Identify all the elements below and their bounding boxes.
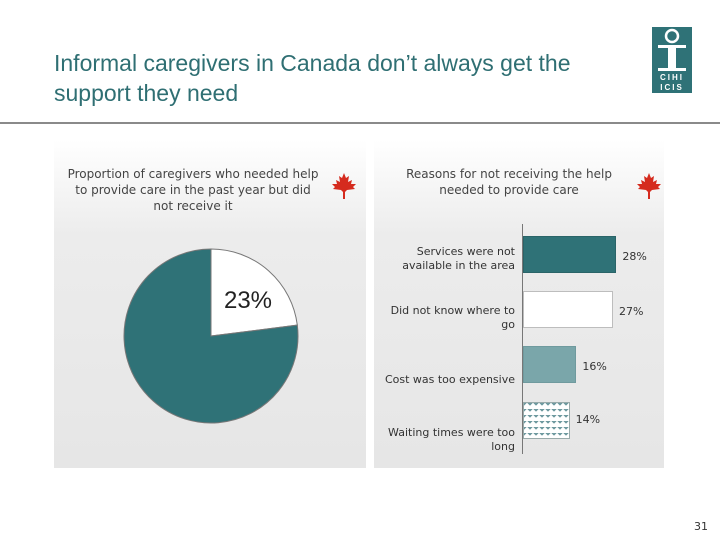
slide-title: Informal caregivers in Canada don’t alwa… [54,50,571,106]
logo-text-top: CIHI [660,73,684,82]
pie-slice [210,248,298,337]
bar [523,236,617,273]
bar [523,402,570,439]
bar-value-label: 28% [622,250,647,263]
bar-category-label: Waiting times were too long [388,426,515,453]
bar-category-label: Did not know where to go [390,304,515,331]
bar-category-label: Services were not available in the area [402,245,515,272]
page-number: 31 [694,520,708,533]
bar [523,346,577,383]
pie-chart: 23% [123,248,299,424]
bar [523,291,613,328]
bar-panel [374,140,664,468]
maple-leaf-icon [637,173,661,199]
cihi-logo: CIHI ICIS [652,27,692,93]
bar-value-label: 16% [582,360,607,373]
bar-category-label: Cost was too expensive [384,373,515,386]
maple-leaf-icon [332,173,356,199]
pie-slice [123,248,299,424]
pie-chart-title: Proportion of caregivers who needed help… [67,167,319,213]
bar-value-label: 27% [619,305,644,318]
pie-slice-label: 23% [224,287,272,314]
bar-chart-title: Reasons for not receiving the help neede… [406,167,612,197]
title-divider [0,122,720,124]
bar-axis-line [522,224,523,454]
bar-value-label: 14% [575,413,601,426]
logo-text-bottom: ICIS [660,83,684,92]
